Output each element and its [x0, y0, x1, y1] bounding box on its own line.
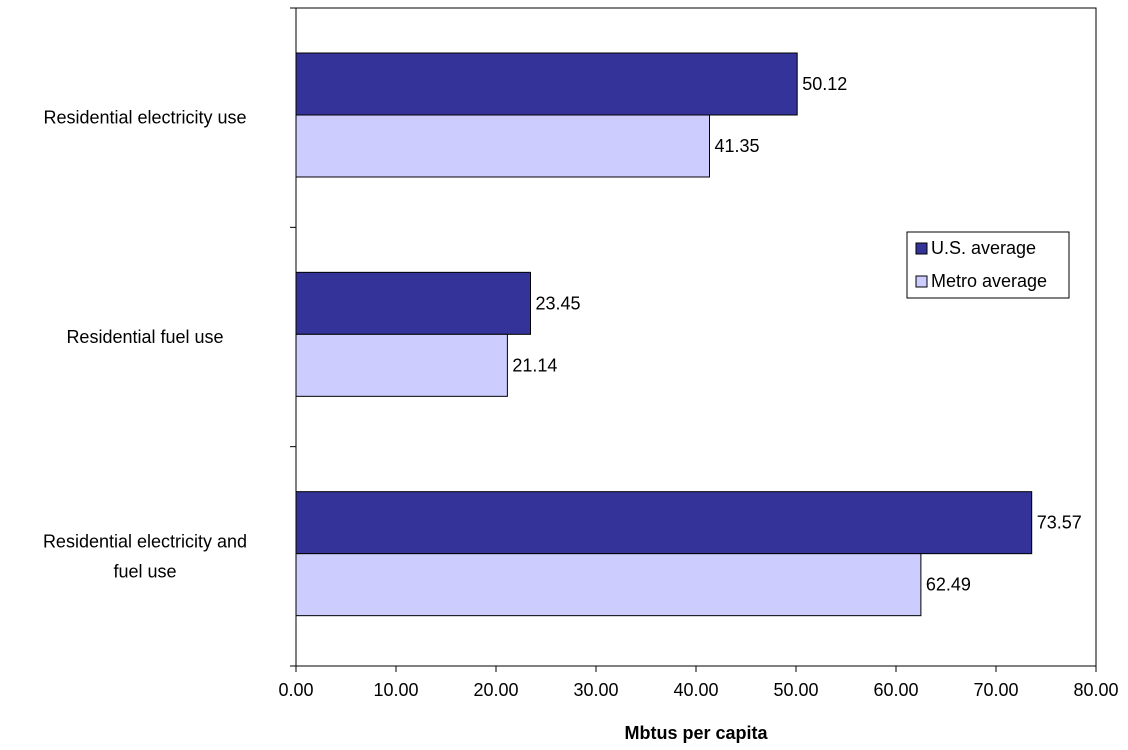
category-label-line: Residential fuel use: [66, 327, 223, 347]
legend-swatch: [915, 242, 928, 255]
x-tick-label: 0.00: [278, 680, 313, 700]
legend-label: Metro average: [931, 271, 1047, 291]
bar-value-label: 23.45: [536, 293, 581, 313]
bar-value-label: 73.57: [1037, 513, 1082, 533]
bar: [295, 114, 710, 178]
bar-value-label: 50.12: [802, 74, 847, 94]
bar: [295, 52, 798, 116]
category-label: Residential fuel use: [66, 327, 223, 347]
x-tick-label: 50.00: [773, 680, 818, 700]
x-tick-label: 70.00: [973, 680, 1018, 700]
bar: [295, 271, 531, 335]
x-tick-label: 60.00: [873, 680, 918, 700]
x-tick-label: 30.00: [573, 680, 618, 700]
x-tick-labels: 0.00 10.00 20.00 30.00 40.00 50.00 60.00 70.00 8…: [278, 680, 1118, 700]
x-tick-label: 40.00: [673, 680, 718, 700]
x-axis-title: Mbtus per capita: [624, 723, 768, 743]
category-label: Residential electricity use: [43, 108, 246, 128]
legend-swatch: [915, 275, 928, 288]
x-tick-label: 80.00: [1073, 680, 1118, 700]
data-labels: 50.12 41.35 23.45 21.14 73.57 62.49: [512, 74, 1081, 595]
legend-box: [906, 231, 1070, 299]
bar-value-label: 21.14: [512, 355, 557, 375]
bar-series: [295, 52, 1033, 617]
category-label-line: Residential electricity use: [43, 108, 246, 128]
axis-ticks: [290, 7, 1097, 672]
legend-label: U.S. average: [931, 238, 1036, 258]
bar: [295, 553, 922, 617]
x-tick-label: 20.00: [473, 680, 518, 700]
bar-value-label: 41.35: [715, 136, 760, 156]
category-label-line: fuel use: [113, 561, 176, 581]
x-tick-label: 10.00: [373, 680, 418, 700]
legend: U.S. average Metro average: [906, 231, 1070, 299]
category-labels: Residential electricity use Residential f…: [43, 108, 247, 582]
bar: [295, 333, 508, 397]
bar: [295, 491, 1033, 555]
bar-value-label: 62.49: [926, 575, 971, 595]
category-label-line: Residential electricity and: [43, 531, 247, 551]
category-label: Residential electricity and fuel use: [43, 531, 247, 581]
